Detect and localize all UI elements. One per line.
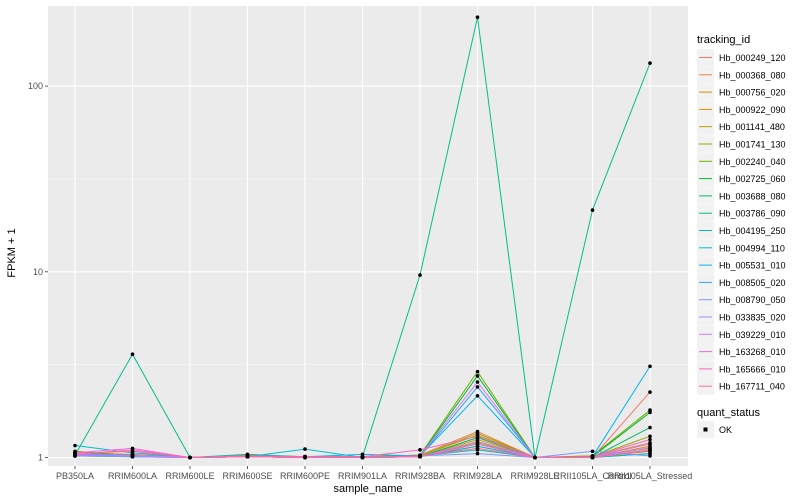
data-point-Hb_039229_010 [648,442,652,446]
data-points [73,15,652,460]
data-point-Hb_003688_080 [648,425,652,430]
data-point-Hb_167711_040 [360,455,365,460]
legend-title: tracking_id [697,34,750,46]
data-point-Hb_039229_010 [475,380,480,384]
data-point-Hb_008790_050 [475,451,480,456]
shape-legend-title: quant_status [697,407,760,419]
y-tick-label: 10 [33,267,43,277]
legend-label: Hb_039229_010 [719,330,786,340]
data-point-Hb_163268_010 [475,442,480,446]
data-point-Hb_003786_090 [648,61,652,65]
data-point-Hb_002725_060 [648,410,652,415]
data-point-Hb_167711_040 [245,454,250,459]
legend-label: Hb_000368_080 [719,70,786,80]
x-tick-label: RRIM928LE [510,471,559,481]
x-tick-label: RRIM928LA [453,471,502,481]
legend-label: Hb_008790_050 [719,295,786,305]
data-point-Hb_003786_090 [590,208,595,212]
x-tick-label: PB350LA [56,471,94,481]
legend-label: Hb_004195_250 [719,226,786,236]
shape-legend-key-point [703,427,708,432]
legend-label: Hb_000922_090 [719,105,786,115]
y-tick-label: 100 [28,81,43,91]
legend-label: Hb_033835_020 [719,313,786,323]
data-point-Hb_167711_040 [533,455,537,460]
x-tick-label: RRIM928BA [395,471,445,481]
shape-legend-label: OK [719,425,732,435]
data-point-Hb_167711_040 [303,455,307,460]
legend-label: Hb_002725_060 [719,174,786,184]
legend-label: Hb_000756_020 [719,88,786,98]
legend-label: Hb_003688_080 [719,191,786,201]
data-point-Hb_002725_060 [475,374,480,378]
data-point-Hb_004994_110 [303,447,307,451]
data-point-Hb_008505_020 [475,385,480,389]
data-point-Hb_167711_040 [418,454,422,458]
data-point-Hb_001741_130 [648,434,652,439]
data-point-Hb_033835_020 [475,439,480,444]
data-point-Hb_039229_010 [130,453,135,457]
data-point-Hb_167711_040 [73,451,77,456]
legend-label: Hb_004994_110 [719,243,785,253]
legend-label: Hb_163268_010 [719,347,786,357]
data-point-Hb_003786_090 [418,273,422,277]
legend-items: Hb_000249_120 Hb_000368_080 Hb_000756_020 H… [697,49,786,395]
data-point-Hb_167711_040 [648,448,652,453]
plot-panel [48,6,688,466]
x-tick-label: RRIM600LE [165,471,214,481]
data-point-Hb_165666_010 [648,437,652,442]
y-axis-title: FPKM + 1 [6,228,18,277]
data-point-Hb_002240_040 [475,369,480,374]
legend-label: Hb_000249_120 [719,53,786,63]
legend-label: Hb_003786_090 [719,209,786,219]
legend-label: Hb_008505_020 [719,278,786,288]
shape-legend-items: OK [697,421,732,438]
data-point-Hb_003786_090 [475,15,480,19]
data-point-Hb_000249_120 [648,390,652,394]
y-tick-label: 1 [38,453,43,463]
legend-label: Hb_001741_130 [719,140,786,150]
legend-label: Hb_165666_010 [719,364,786,374]
x-tick-label: RRIM600LA [108,471,157,481]
x-axis: PB350LA RRIM600LA RRIM600LE RRIM600SE RRIM60… [56,466,692,481]
data-point-Hb_004994_110 [73,443,77,448]
x-tick-label: RRII105LA_Control [553,471,631,481]
data-point-Hb_165666_010 [418,448,422,452]
legend-label: Hb_001141_480 [719,122,785,132]
data-point-Hb_005531_010 [648,364,652,369]
data-point-Hb_008790_050 [648,454,652,458]
data-point-Hb_008790_050 [590,449,595,454]
legend-label: Hb_002240_040 [719,157,786,167]
y-axis: 1 10 100 [28,81,48,463]
x-axis-title: sample_name [333,483,402,495]
data-point-Hb_165666_010 [475,434,480,439]
data-point-Hb_167711_040 [590,455,595,460]
x-tick-label: RRIM600PE [280,471,330,481]
data-point-Hb_167711_040 [130,449,135,454]
x-tick-label: RRIM600SE [222,471,272,481]
x-tick-label: RRII105LA_Stressed [608,471,693,481]
legend: tracking_id Hb_000249_120Hb_000368_080Hb… [697,34,786,438]
data-point-Hb_001741_130 [475,431,480,436]
x-tick-label: RRIM901LA [338,471,387,481]
data-point-Hb_167711_040 [475,446,480,451]
data-point-Hb_167711_040 [188,455,192,460]
legend-label: Hb_167711_040 [719,382,785,392]
legend-label: Hb_005531_010 [719,261,786,271]
data-point-Hb_003786_090 [130,352,135,356]
data-point-Hb_005531_010 [475,393,480,398]
